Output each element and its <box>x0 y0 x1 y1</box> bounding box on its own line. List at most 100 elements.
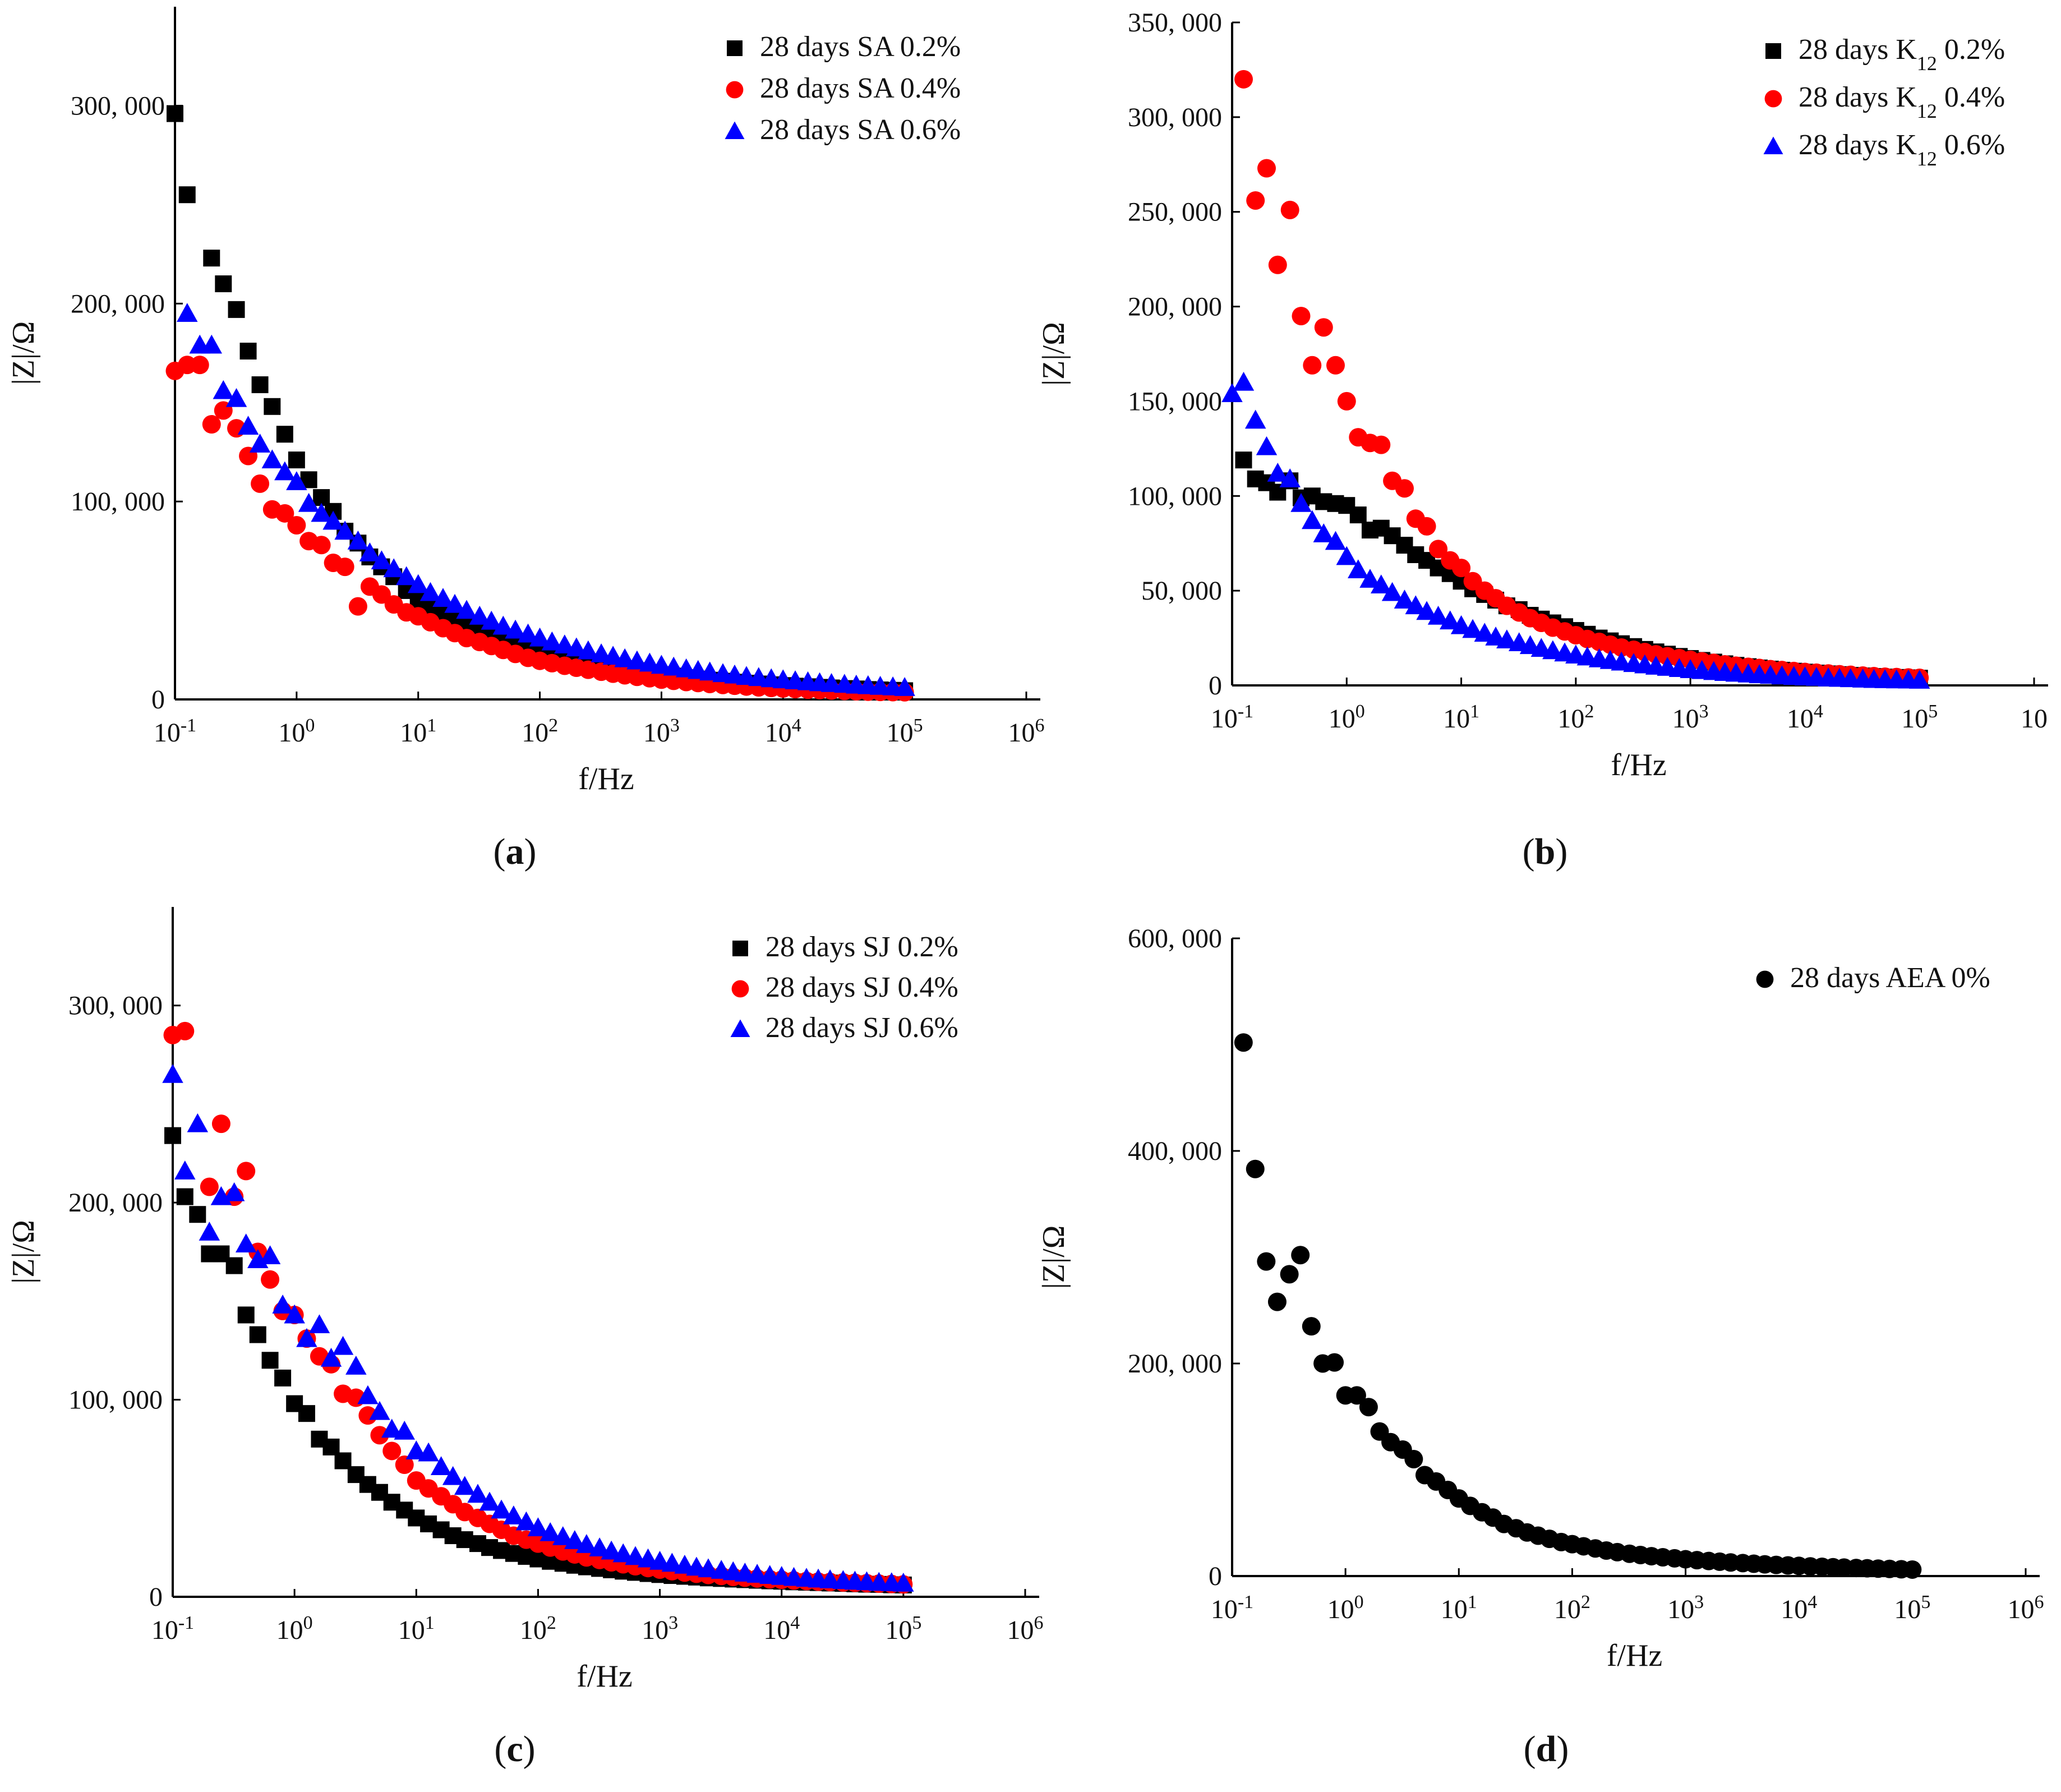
data-point <box>491 1499 512 1519</box>
data-point <box>1381 582 1403 601</box>
data-point <box>481 610 502 630</box>
x-tick-label: 10-1 <box>154 715 196 748</box>
data-point <box>1246 191 1265 210</box>
data-point <box>566 637 587 657</box>
y-tick-label: 250, 000 <box>1128 197 1222 227</box>
x-tick-label: 104 <box>1781 1592 1817 1625</box>
data-point <box>1427 605 1449 625</box>
data-point <box>288 452 305 469</box>
data-point <box>1233 371 1255 391</box>
x-tick-label: 100 <box>278 715 315 748</box>
data-point <box>589 1537 610 1556</box>
data-point <box>527 1517 549 1536</box>
data-point <box>381 1418 403 1438</box>
y-tick-label: 150, 000 <box>1128 386 1222 416</box>
data-point <box>625 1546 646 1565</box>
x-tick-label: 101 <box>1441 1592 1477 1625</box>
data-point <box>322 510 344 530</box>
data-point <box>651 655 672 674</box>
data-point <box>251 376 269 393</box>
data-point <box>1244 409 1266 429</box>
data-point <box>275 504 294 523</box>
x-axis-title: f/Hz <box>1607 1638 1663 1673</box>
data-point <box>237 1306 255 1324</box>
x-tick-label: 103 <box>1667 1592 1704 1625</box>
data-point <box>564 1530 585 1549</box>
data-point <box>1405 595 1427 615</box>
legend-marker <box>727 40 743 56</box>
data-point <box>251 474 270 493</box>
data-point <box>1246 1159 1265 1178</box>
data-point <box>1302 510 1323 529</box>
data-point <box>1256 436 1278 455</box>
data-point <box>699 661 721 681</box>
data-point <box>612 1543 634 1563</box>
chart-svg-a: 10-1 100 101 102 103 104 105 106 0 100, 000 200, 0… <box>6 7 1045 872</box>
legend-marker <box>732 941 748 956</box>
data-point <box>785 670 806 689</box>
data-point <box>164 1127 181 1144</box>
legend-label: 28 days SJ 0.2% <box>766 931 958 963</box>
data-point <box>1280 1265 1299 1284</box>
data-point <box>663 656 684 676</box>
y-tick-label: 0 <box>151 685 165 715</box>
x-tick-label: 105 <box>1894 1592 1930 1625</box>
data-point <box>1371 574 1392 594</box>
data-point <box>1372 435 1391 454</box>
data-point <box>894 677 915 696</box>
data-point <box>432 588 454 607</box>
data-point <box>1450 615 1472 634</box>
data-point <box>517 623 539 643</box>
data-point <box>1908 670 1930 689</box>
data-point <box>1429 540 1448 559</box>
data-point <box>203 250 220 267</box>
data-point <box>529 627 551 647</box>
data-point <box>359 542 381 561</box>
data-point <box>201 334 223 354</box>
data-point <box>1280 200 1299 219</box>
data-point <box>1440 610 1461 630</box>
data-point <box>286 471 307 490</box>
data-point <box>249 434 271 453</box>
data-point <box>298 492 320 512</box>
data-point <box>239 342 257 360</box>
x-tick-label: 103 <box>643 715 680 748</box>
y-axis-title: |Z|/Ω <box>1036 322 1071 386</box>
legend-marker <box>1765 43 1781 59</box>
x-tick-label: 102 <box>1557 701 1594 734</box>
y-tick-label: 600, 000 <box>1128 924 1222 953</box>
x-tick-label: 102 <box>520 1613 556 1646</box>
data-point <box>274 461 296 481</box>
data-point <box>1291 1246 1310 1265</box>
y-tick-label: 100, 000 <box>68 1385 163 1415</box>
data-point <box>1337 391 1356 411</box>
data-point <box>1359 569 1381 588</box>
y-tick-label: 200, 000 <box>71 289 165 319</box>
data-point <box>225 388 247 407</box>
x-tick-label: 102 <box>1554 1592 1590 1625</box>
y-tick-label: 300, 000 <box>68 991 163 1021</box>
data-point <box>456 600 477 619</box>
series-1 <box>1234 70 1929 687</box>
data-point <box>1257 1252 1276 1271</box>
data-point <box>1394 589 1416 609</box>
panel-tag: (c) <box>494 1729 535 1770</box>
y-tick-label: 200, 000 <box>68 1188 163 1218</box>
data-point <box>469 606 491 625</box>
y-tick-label: 0 <box>1209 671 1222 701</box>
data-point <box>189 1206 206 1223</box>
data-point <box>1416 601 1437 620</box>
data-point <box>1349 506 1367 524</box>
x-tick-label: 101 <box>398 1613 435 1646</box>
chart-panel-a: 10-1 100 101 102 103 104 105 106 0 100, 000 200, 0… <box>0 0 1045 895</box>
data-point <box>276 426 293 443</box>
data-point <box>1336 546 1358 565</box>
data-point <box>261 1270 280 1289</box>
data-point <box>505 619 526 639</box>
legend-marker <box>1756 970 1774 988</box>
legend-marker <box>731 980 749 998</box>
data-point <box>602 646 624 665</box>
data-point <box>467 1484 488 1503</box>
y-tick-label: 100, 000 <box>71 487 165 517</box>
legend-label: 28 days SA 0.2% <box>760 31 961 63</box>
